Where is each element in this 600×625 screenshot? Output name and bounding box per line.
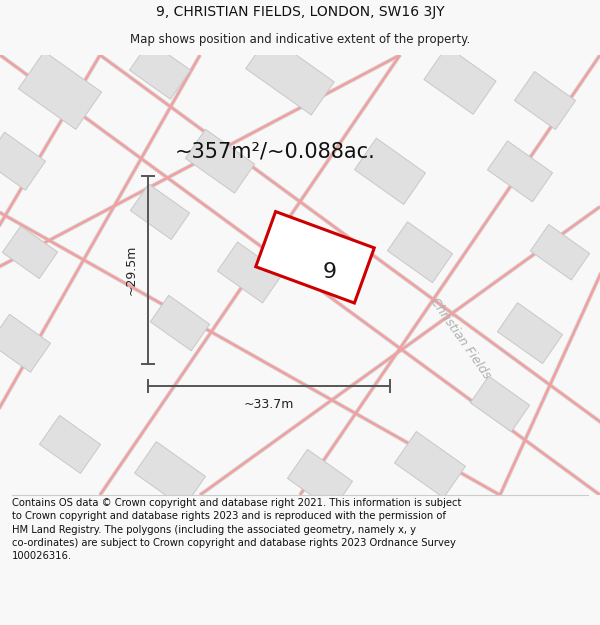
Polygon shape [130,41,191,99]
Polygon shape [185,129,254,193]
Text: 9, CHRISTIAN FIELDS, LONDON, SW16 3JY: 9, CHRISTIAN FIELDS, LONDON, SW16 3JY [155,5,445,19]
Polygon shape [40,416,101,473]
Polygon shape [287,449,353,510]
Polygon shape [497,302,563,364]
Text: Map shows position and indicative extent of the property.: Map shows position and indicative extent… [130,33,470,46]
Text: 9: 9 [323,262,337,282]
Polygon shape [246,36,334,115]
Text: ~29.5m: ~29.5m [125,245,138,295]
Polygon shape [256,212,374,303]
Polygon shape [388,222,452,282]
Polygon shape [19,51,101,129]
Polygon shape [395,431,466,498]
Polygon shape [487,141,553,202]
Polygon shape [0,314,50,372]
Polygon shape [134,442,205,508]
Polygon shape [151,295,209,351]
Text: Contains OS data © Crown copyright and database right 2021. This information is : Contains OS data © Crown copyright and d… [12,498,461,561]
Polygon shape [130,184,190,239]
Polygon shape [355,138,425,204]
Text: ~357m²/~0.088ac.: ~357m²/~0.088ac. [175,141,376,161]
Polygon shape [514,71,575,129]
Polygon shape [530,224,590,280]
Polygon shape [424,46,496,114]
Polygon shape [470,376,530,432]
Text: ~33.7m: ~33.7m [244,398,294,411]
Polygon shape [2,226,58,279]
Polygon shape [217,242,283,303]
Text: Christian Fields: Christian Fields [427,295,493,381]
Polygon shape [0,132,46,190]
